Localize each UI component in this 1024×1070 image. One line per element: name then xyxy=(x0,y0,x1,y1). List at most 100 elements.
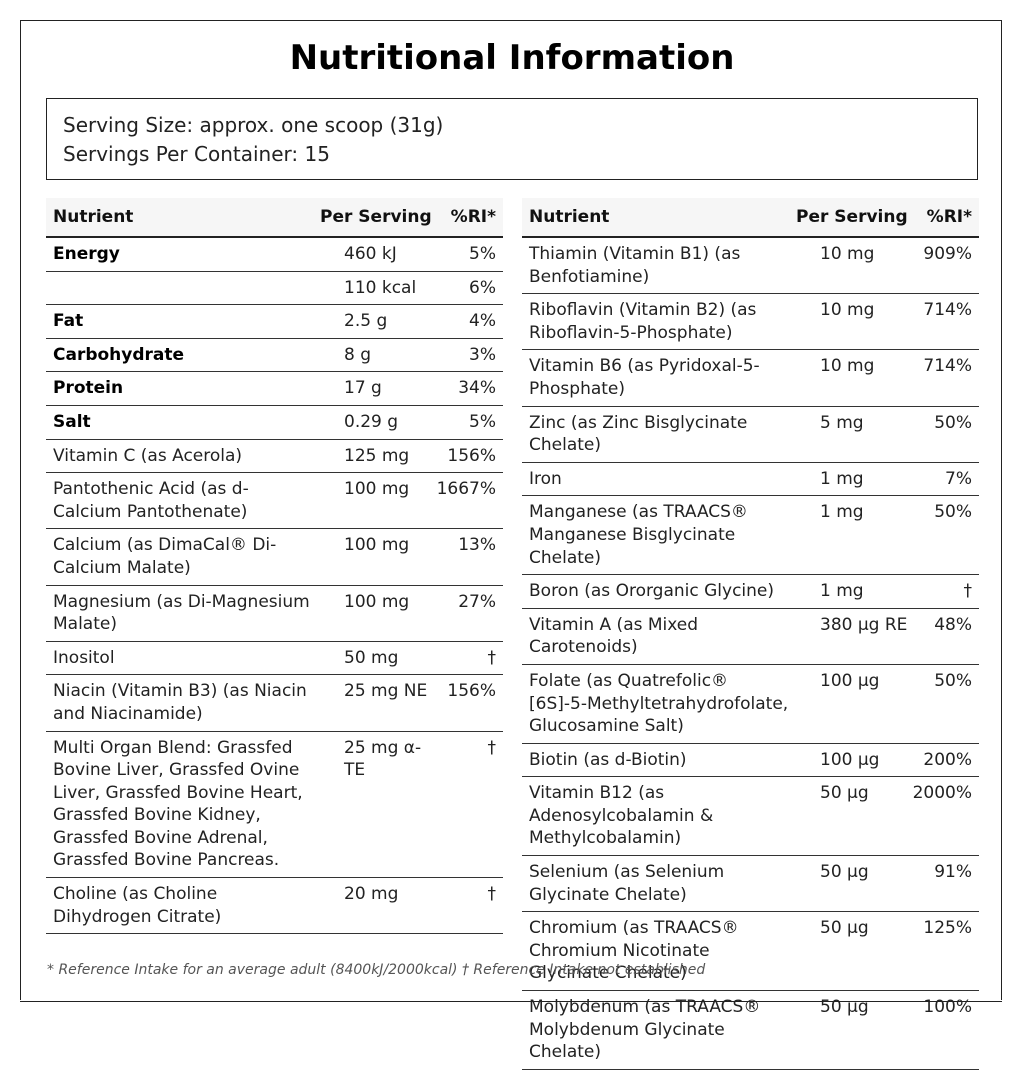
ri-cell: † xyxy=(487,737,497,758)
amount-cell: 100 mg xyxy=(344,479,410,500)
nutrient-cell: Pantothenic Acid (as d-Calcium Pantothen… xyxy=(53,479,249,522)
table-row: Vitamin A (as Mixed Carotenoids) 380 µg R… xyxy=(522,609,979,665)
table-row: Protein 17 g 34% xyxy=(46,372,503,406)
table-row: Molybdenum (as TRAACS® Molybdenum Glycin… xyxy=(522,991,979,1070)
nutrient-cell: Chromium (as TRAACS® Chromium Nicotinate… xyxy=(529,918,739,984)
table-row: Energy 460 kJ 5% xyxy=(46,238,503,272)
amount-cell: 10 mg xyxy=(820,244,875,264)
amount-cell: 0.29 g xyxy=(344,411,399,432)
nutrient-cell: Fat xyxy=(53,311,84,332)
ri-cell: 1667% xyxy=(436,479,496,500)
nutrient-cell: Folate (as Quatrefolic® [6S]-5-Methyltet… xyxy=(529,670,789,737)
amount-cell: 10 mg xyxy=(820,300,875,321)
table-row: Vitamin C (as Acerola) 125 mg 156% xyxy=(46,440,503,474)
nutrient-cell: Biotin (as d-Biotin) xyxy=(529,749,687,770)
nutrient-cell: Choline (as Choline Dihydrogen Citrate) xyxy=(53,884,222,927)
table-row: Pantothenic Acid (as d-Calcium Pantothen… xyxy=(46,473,503,530)
table-header: Nutrient Per Serving %RI* xyxy=(522,198,979,238)
nutrient-cell: Vitamin B12 (as Adenosylcobalamin & Meth… xyxy=(529,783,714,849)
ri-cell: 50% xyxy=(934,670,972,691)
ri-cell: 13% xyxy=(458,535,496,556)
ri-cell: 48% xyxy=(934,614,972,635)
ri-cell: 156% xyxy=(447,445,496,466)
ri-cell: 714% xyxy=(923,300,972,321)
amount-cell: 50 mg xyxy=(344,647,399,668)
nutrient-cell: Zinc (as Zinc Bisglycinate Chelate) xyxy=(529,412,748,456)
label-frame xyxy=(20,20,1002,1000)
ri-cell: 50% xyxy=(934,412,972,433)
table-row: Zinc (as Zinc Bisglycinate Chelate) 5 mg 5… xyxy=(522,407,979,463)
table-row: Vitamin B6 (as Pyridoxal-5-Phosphate) 10 … xyxy=(522,350,979,407)
amount-cell: 2.5 g xyxy=(344,311,388,332)
amount-cell: 100 mg xyxy=(344,535,410,556)
table-row: Chromium (as TRAACS® Chromium Nicotinate… xyxy=(522,912,979,992)
nutrient-cell: Vitamin B6 (as Pyridoxal-5-Phosphate) xyxy=(529,356,760,399)
table-row: Niacin (Vitamin B3) (as Niacin and Niaci… xyxy=(46,675,503,732)
table-row: Riboflavin (Vitamin B2) (as Riboflavin-5… xyxy=(522,294,979,351)
nutrient-cell: Boron (as Ororganic Glycine) xyxy=(529,581,775,602)
amount-cell: 50 µg xyxy=(820,862,869,883)
amount-cell: 110 kcal xyxy=(344,277,417,298)
nutrient-cell: Molybdenum (as TRAACS® Molybdenum Glycin… xyxy=(529,997,761,1063)
table-row: Selenium (as Selenium Glycinate Chelate)… xyxy=(522,856,979,913)
table-row: Multi Organ Blend: Grassfed Bovine Liver… xyxy=(46,732,503,879)
header-per-serving: Per Serving xyxy=(320,207,432,227)
ri-cell: 34% xyxy=(458,378,496,399)
amount-cell: 125 mg xyxy=(344,445,410,466)
amount-cell: 100 µg xyxy=(820,749,880,770)
amount-cell: 25 mg α-TE xyxy=(344,737,422,781)
nutrient-cell: Calcium (as DimaCal® Di-Calcium Malate) xyxy=(53,535,277,578)
table-row: Carbohydrate 8 g 3% xyxy=(46,339,503,373)
nutrient-cell: Multi Organ Blend: Grassfed Bovine Liver… xyxy=(53,737,303,871)
ri-cell: 27% xyxy=(458,591,496,612)
nutrient-cell: Niacin (Vitamin B3) (as Niacin and Niaci… xyxy=(53,681,307,724)
table-row: Calcium (as DimaCal® Di-Calcium Malate) 1… xyxy=(46,529,503,586)
table-row: Iron 1 mg 7% xyxy=(522,463,979,497)
header-ri: %RI* xyxy=(926,207,972,227)
ri-cell: 6% xyxy=(469,277,496,298)
nutrient-cell: Magnesium (as Di-Magnesium Malate) xyxy=(53,591,310,635)
amount-cell: 50 µg xyxy=(820,918,869,939)
ri-cell: 200% xyxy=(923,749,972,770)
header-nutrient: Nutrient xyxy=(53,207,134,227)
ri-cell: 100% xyxy=(923,997,972,1018)
amount-cell: 100 mg xyxy=(344,591,410,612)
amount-cell: 380 µg RE xyxy=(820,614,908,635)
nutrient-cell xyxy=(46,272,314,305)
ri-cell: 5% xyxy=(469,411,496,432)
frame-bottom-border xyxy=(20,1001,1002,1002)
amount-cell: 1 mg xyxy=(820,502,864,523)
amount-cell: 17 g xyxy=(344,378,382,399)
nutrient-cell: Iron xyxy=(529,468,562,489)
ri-cell: 714% xyxy=(923,356,972,377)
ri-cell: 909% xyxy=(923,244,972,264)
nutrition-table-right: Nutrient Per Serving %RI* Thiamin (Vitam… xyxy=(522,198,979,1070)
nutrient-cell: Selenium (as Selenium Glycinate Chelate) xyxy=(529,862,725,905)
nutrient-cell: Energy xyxy=(53,244,120,264)
nutrient-cell: Riboflavin (Vitamin B2) (as Riboflavin-5… xyxy=(529,300,757,343)
ri-cell: 5% xyxy=(469,244,496,264)
table-row: Salt 0.29 g 5% xyxy=(46,406,503,440)
ri-cell: † xyxy=(963,581,973,602)
ri-cell: † xyxy=(487,647,497,668)
table-row: Folate (as Quatrefolic® [6S]-5-Methyltet… xyxy=(522,665,979,744)
table-body: Thiamin (Vitamin B1) (as Benfotiamine) 10… xyxy=(522,238,979,1070)
ri-cell: † xyxy=(487,884,497,905)
nutrient-cell: Vitamin C (as Acerola) xyxy=(53,445,243,466)
nutrition-table-left: Nutrient Per Serving %RI* Energy 460 kJ 5%… xyxy=(46,198,503,935)
amount-cell: 50 µg xyxy=(820,997,869,1018)
header-per-serving: Per Serving xyxy=(796,207,908,227)
ri-cell: 3% xyxy=(469,344,496,365)
table-row: Thiamin (Vitamin B1) (as Benfotiamine) 10… xyxy=(522,238,979,295)
amount-cell: 1 mg xyxy=(820,468,864,489)
amount-cell: 5 mg xyxy=(820,412,864,433)
table-row: Boron (as Ororganic Glycine) 1 mg † xyxy=(522,575,979,609)
table-row: Vitamin B12 (as Adenosylcobalamin & Meth… xyxy=(522,777,979,857)
amount-cell: 8 g xyxy=(344,344,372,365)
amount-cell: 50 µg xyxy=(820,783,869,804)
amount-cell: 10 mg xyxy=(820,356,875,377)
serving-info-box: Serving Size: approx. one scoop (31g) Se… xyxy=(46,98,978,180)
nutrient-cell: Salt xyxy=(53,411,91,432)
ri-cell: 125% xyxy=(923,918,972,939)
table-row: Manganese (as TRAACS® Manganese Bisglyci… xyxy=(522,496,979,576)
